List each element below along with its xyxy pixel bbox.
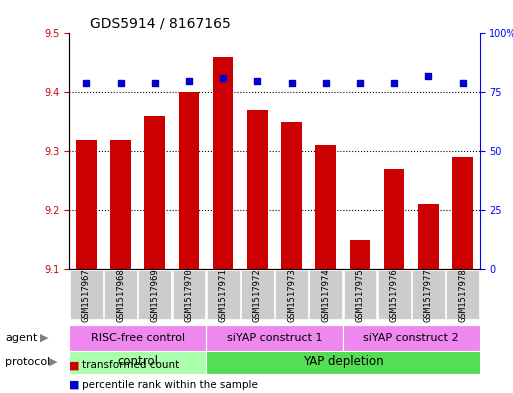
Text: ▶: ▶ xyxy=(40,333,48,343)
Text: GSM1517977: GSM1517977 xyxy=(424,268,433,321)
Bar xyxy=(179,92,199,269)
Text: GSM1517968: GSM1517968 xyxy=(116,268,125,321)
FancyBboxPatch shape xyxy=(378,270,410,319)
Bar xyxy=(247,110,268,269)
Text: siYAP construct 2: siYAP construct 2 xyxy=(363,333,459,343)
Text: ▶: ▶ xyxy=(49,356,57,367)
Text: GSM1517969: GSM1517969 xyxy=(150,268,159,321)
Bar xyxy=(145,116,165,269)
Point xyxy=(82,80,90,86)
FancyBboxPatch shape xyxy=(206,349,480,375)
FancyBboxPatch shape xyxy=(69,325,206,351)
Point xyxy=(151,80,159,86)
Text: YAP depletion: YAP depletion xyxy=(303,355,383,368)
Text: GSM1517971: GSM1517971 xyxy=(219,268,228,321)
FancyBboxPatch shape xyxy=(139,270,171,319)
Bar xyxy=(418,204,439,269)
FancyBboxPatch shape xyxy=(172,270,205,319)
Text: siYAP construct 1: siYAP construct 1 xyxy=(227,333,322,343)
Bar xyxy=(315,145,336,269)
Point xyxy=(185,77,193,84)
FancyBboxPatch shape xyxy=(69,349,206,375)
FancyBboxPatch shape xyxy=(343,325,480,351)
Bar xyxy=(281,122,302,269)
Text: protocol: protocol xyxy=(5,356,50,367)
Bar xyxy=(452,157,473,269)
FancyBboxPatch shape xyxy=(446,270,479,319)
Bar xyxy=(76,140,96,269)
Text: percentile rank within the sample: percentile rank within the sample xyxy=(82,380,258,390)
Text: GSM1517976: GSM1517976 xyxy=(390,268,399,321)
Text: GSM1517973: GSM1517973 xyxy=(287,268,296,321)
Text: GSM1517974: GSM1517974 xyxy=(321,268,330,321)
Point xyxy=(287,80,295,86)
Bar xyxy=(110,140,131,269)
FancyBboxPatch shape xyxy=(412,270,445,319)
Text: GSM1517970: GSM1517970 xyxy=(185,268,193,321)
Text: transformed count: transformed count xyxy=(82,360,180,371)
Point xyxy=(459,80,467,86)
FancyBboxPatch shape xyxy=(70,270,103,319)
Point xyxy=(356,80,364,86)
Text: agent: agent xyxy=(5,333,37,343)
Bar xyxy=(350,240,370,269)
Text: GDS5914 / 8167165: GDS5914 / 8167165 xyxy=(90,17,230,31)
Text: RISC-free control: RISC-free control xyxy=(91,333,185,343)
Text: GSM1517978: GSM1517978 xyxy=(458,268,467,321)
FancyBboxPatch shape xyxy=(206,325,343,351)
Text: GSM1517975: GSM1517975 xyxy=(356,268,364,321)
FancyBboxPatch shape xyxy=(241,270,274,319)
FancyBboxPatch shape xyxy=(104,270,137,319)
Bar xyxy=(384,169,404,269)
FancyBboxPatch shape xyxy=(207,270,240,319)
Text: GSM1517972: GSM1517972 xyxy=(253,268,262,321)
FancyBboxPatch shape xyxy=(344,270,377,319)
Point xyxy=(322,80,330,86)
FancyBboxPatch shape xyxy=(309,270,342,319)
Point xyxy=(253,77,262,84)
Point xyxy=(116,80,125,86)
Text: ■: ■ xyxy=(69,360,80,371)
Text: GSM1517967: GSM1517967 xyxy=(82,268,91,321)
Text: control: control xyxy=(117,355,158,368)
FancyBboxPatch shape xyxy=(275,270,308,319)
Point xyxy=(390,80,398,86)
Point xyxy=(219,75,227,81)
Text: ■: ■ xyxy=(69,380,80,390)
Bar xyxy=(213,57,233,269)
Point xyxy=(424,73,432,79)
